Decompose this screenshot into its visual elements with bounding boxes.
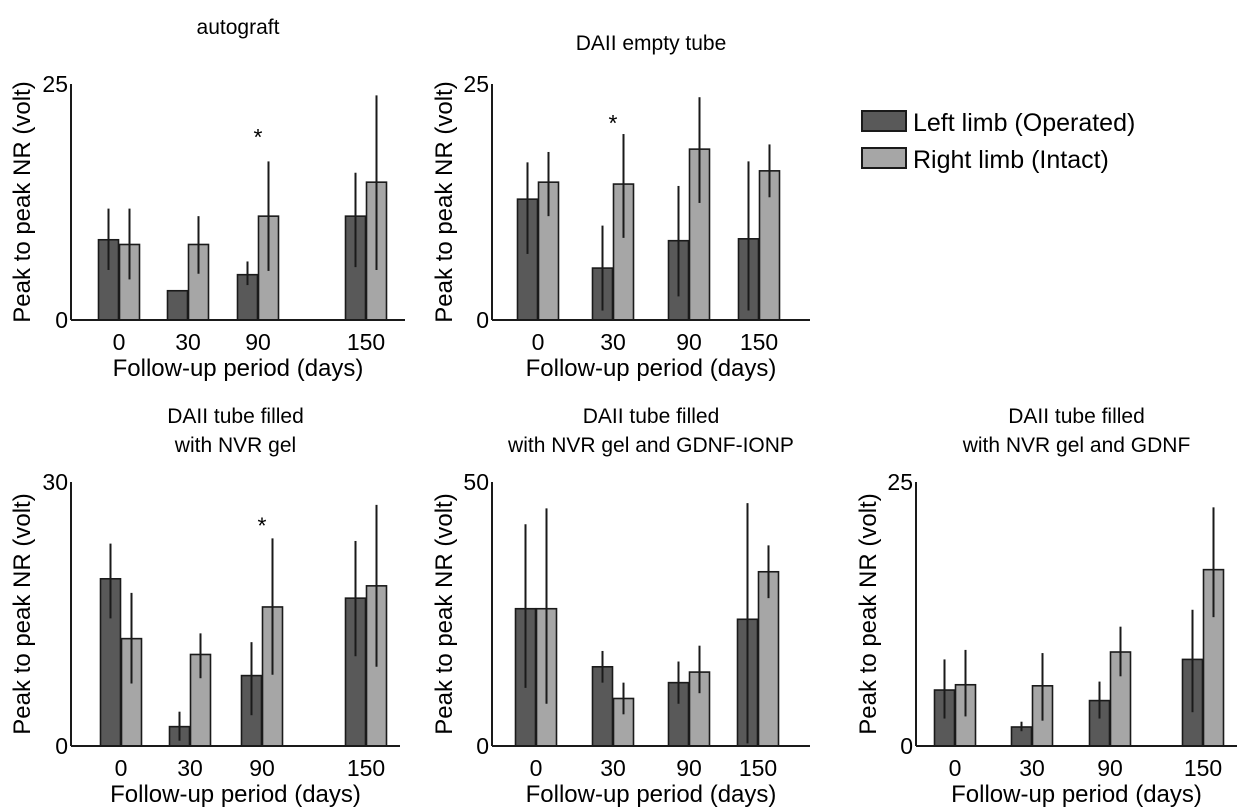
chart-title: with NVR gel [174, 434, 296, 457]
legend-swatch-operated [861, 110, 907, 132]
y-tick-label: 0 [55, 733, 68, 759]
x-tick-label: 30 [177, 755, 203, 781]
y-axis-label: Peak to peak NR (volt) [9, 81, 36, 322]
y-axis-label: Peak to peak NR (volt) [9, 493, 36, 734]
y-tick-label: 30 [42, 469, 68, 495]
x-tick-label: 90 [676, 755, 702, 781]
significance-marker: * [609, 110, 618, 136]
chart-panel-4: DAII tube filled with NVR gel and GDNF-IO… [431, 405, 810, 808]
y-tick-label: 25 [463, 71, 489, 97]
chart-title: DAII tube filled [1008, 405, 1145, 428]
x-tick-label: 0 [532, 329, 545, 355]
y-tick-label: 0 [900, 733, 913, 759]
y-tick-label: 0 [476, 733, 489, 759]
x-tick-label: 150 [347, 755, 385, 781]
x-tick-label: 150 [739, 755, 777, 781]
x-tick-label: 30 [175, 329, 201, 355]
x-axis-label: Follow-up period (days) [113, 355, 364, 382]
x-axis-label: Follow-up period (days) [526, 355, 777, 382]
bar [166, 289, 189, 321]
x-tick-label: 90 [676, 329, 702, 355]
chart-panel-5: DAII tube filled with NVR gel and GDNF 0 25… [855, 405, 1237, 808]
y-tick-label: 0 [55, 307, 68, 333]
legend-label-intact: Right limb (Intact) [913, 146, 1109, 174]
legend: Left limb (Operated) Right limb (Intact) [861, 109, 1135, 174]
legend-label-operated: Left limb (Operated) [913, 109, 1135, 137]
x-tick-label: 150 [740, 329, 778, 355]
x-axis-label: Follow-up period (days) [110, 781, 361, 808]
chart-title: DAII tube filled [167, 405, 304, 428]
chart-title: with NVR gel and GDNF-IONP [507, 434, 794, 457]
x-tick-label: 0 [115, 755, 128, 781]
y-axis-label: Peak to peak NR (volt) [855, 493, 882, 734]
x-tick-label: 0 [113, 329, 126, 355]
x-tick-label: 90 [1097, 755, 1123, 781]
chart-title: with NVR gel and GDNF [962, 434, 1191, 457]
y-tick-label: 50 [463, 469, 489, 495]
legend-swatch-intact [861, 147, 907, 169]
significance-marker: * [254, 124, 263, 150]
y-axis-label: Peak to peak NR (volt) [431, 493, 458, 734]
chart-title: autograft [197, 16, 280, 39]
x-tick-label: 30 [600, 329, 626, 355]
x-axis-label: Follow-up period (days) [951, 781, 1202, 808]
x-tick-label: 30 [600, 755, 626, 781]
y-tick-label: 25 [887, 469, 913, 495]
chart-title: DAII empty tube [576, 32, 727, 55]
chart-panel-3: DAII tube filled with NVR gel 0 30 0 30 90 150F… [9, 405, 400, 808]
x-tick-label: 150 [1184, 755, 1222, 781]
x-tick-label: 0 [949, 755, 962, 781]
chart-title: DAII tube filled [583, 405, 720, 428]
significance-marker: * [258, 513, 267, 539]
y-axis-label: Peak to peak NR (volt) [431, 81, 458, 322]
x-tick-label: 30 [1019, 755, 1045, 781]
y-tick-label: 0 [476, 307, 489, 333]
y-tick-label: 25 [42, 71, 68, 97]
x-tick-label: 90 [249, 755, 275, 781]
x-axis-label: Follow-up period (days) [526, 781, 777, 808]
x-tick-label: 150 [347, 329, 385, 355]
x-tick-label: 0 [530, 755, 543, 781]
x-tick-label: 90 [245, 329, 271, 355]
